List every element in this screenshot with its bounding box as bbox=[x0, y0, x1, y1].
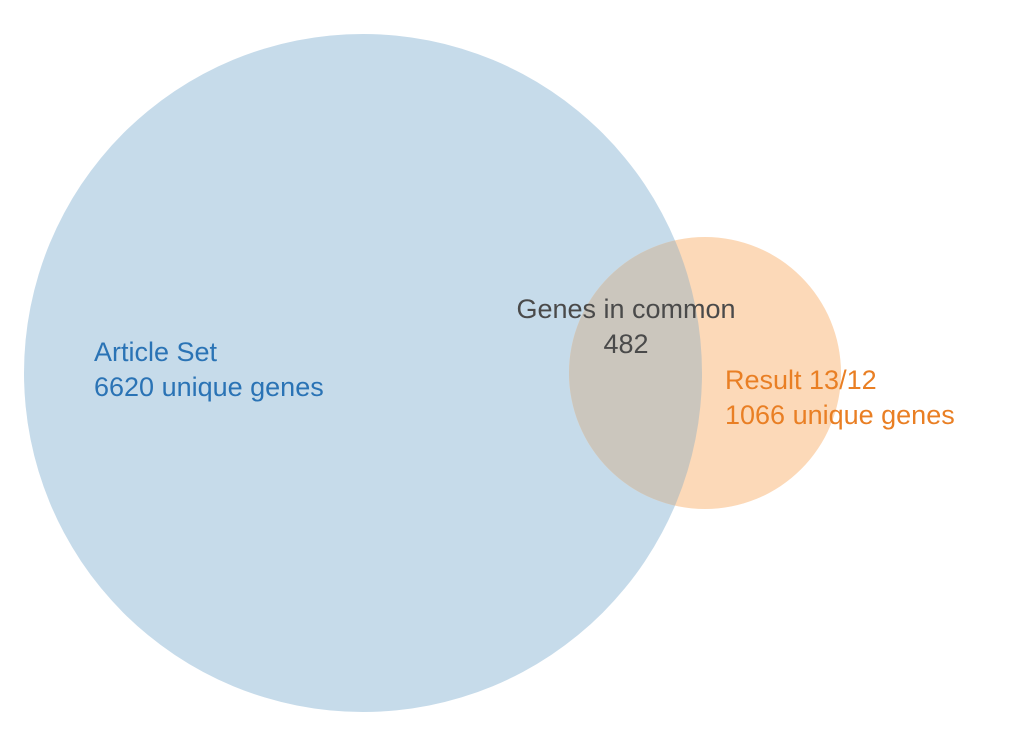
overlap-region bbox=[569, 237, 702, 509]
overlap-count: 482 bbox=[603, 329, 648, 359]
article-set-label: Article Set bbox=[94, 337, 218, 367]
article-set-circle bbox=[24, 34, 702, 712]
result-set-unique-count: 1066 unique genes bbox=[725, 400, 955, 430]
result-set-label: Result 13/12 bbox=[725, 365, 877, 395]
article-set-unique-count: 6620 unique genes bbox=[94, 372, 324, 402]
overlap-label: Genes in common bbox=[516, 294, 735, 324]
